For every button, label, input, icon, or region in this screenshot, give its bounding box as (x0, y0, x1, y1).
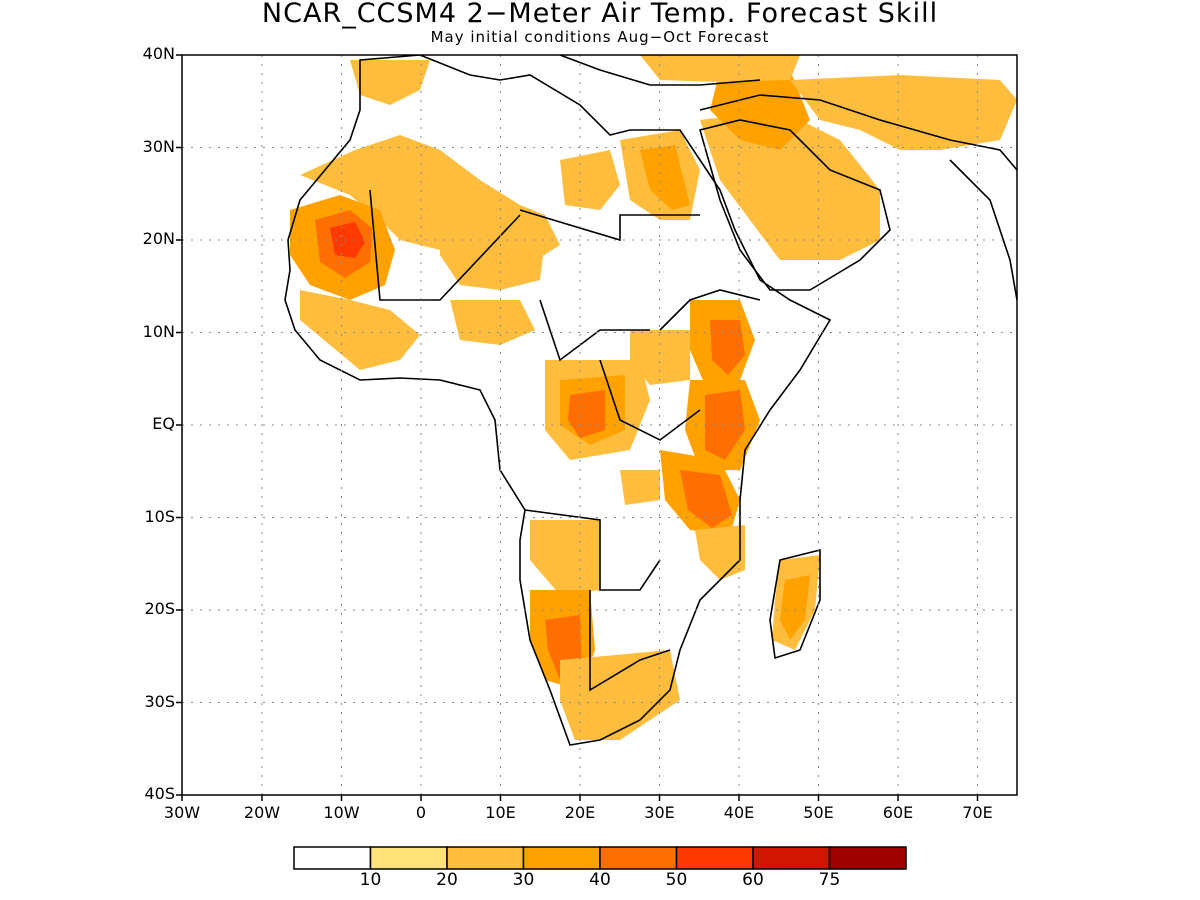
lon-label-10e: 10E (485, 803, 516, 822)
colorbar-label-20: 20 (436, 870, 458, 890)
lat-label-30s: 30S (144, 692, 175, 711)
colorbar-swatch-7 (828, 846, 907, 870)
skill-region-egypt (640, 145, 690, 210)
lon-label-70e: 70E (962, 803, 993, 822)
skill-region-central-sahara (560, 150, 620, 210)
skill-region-iraq (710, 70, 810, 150)
skill-region-sahel-west (300, 290, 420, 370)
border-5 (524, 509, 661, 591)
gridlines (182, 55, 1017, 795)
europe-coast (559, 55, 761, 86)
colorbar-swatch-0 (293, 846, 372, 870)
colorbar-label-50: 50 (665, 870, 688, 890)
india-coast (949, 159, 1017, 301)
skill-region-zambia (620, 470, 660, 505)
lat-label-40s: 40S (144, 784, 175, 803)
skill-region-ethiopia-core (710, 320, 745, 375)
skill-region-mauritania-peak (330, 222, 365, 258)
colorbar-swatch-5 (675, 846, 754, 870)
colorbar-swatch-6 (752, 846, 831, 870)
colorbar-swatch-2 (446, 846, 525, 870)
colorbar-label-40: 40 (589, 870, 611, 890)
colorbar-swatch-1 (369, 846, 448, 870)
lon-label-20e: 20E (564, 803, 596, 822)
lat-label-20n: 20N (142, 229, 175, 248)
border-2 (519, 209, 700, 242)
border-7 (659, 289, 761, 331)
skill-region-nigeria (450, 300, 535, 345)
border-6 (589, 590, 671, 692)
colorbar-swatch-4 (599, 846, 678, 870)
skill-region-iran (790, 75, 1017, 150)
lat-label-20s: 20S (144, 599, 175, 618)
colorbar (293, 846, 907, 870)
colorbar-label-10: 10 (359, 870, 382, 890)
lon-label-60e: 60E (882, 803, 914, 822)
skill-region-mediterranean (350, 60, 430, 105)
skill-shading (290, 55, 1017, 740)
arabia-coastline (699, 119, 891, 291)
skill-region-north-edge (640, 55, 800, 82)
skill-region-arabia (700, 110, 880, 260)
lat-label-40n: 40N (142, 44, 175, 63)
map-title: NCAR_CCSM4 2−Meter Air Temp. Forecast Sk… (261, 0, 939, 29)
lat-label-10n: 10N (142, 322, 175, 341)
skill-region-angola (530, 520, 600, 595)
colorbar-label-30: 30 (512, 870, 535, 890)
lon-label-40e: 40E (723, 803, 755, 822)
lat-label-30n: 30N (142, 137, 175, 156)
border-1 (369, 189, 521, 301)
border-4 (599, 359, 701, 441)
skill-region-sahel-east (440, 215, 545, 290)
skill-region-south-sudan (630, 330, 690, 385)
colorbar-swatch-3 (522, 846, 601, 870)
skill-region-madagascar-core (780, 575, 810, 640)
skill-region-south-africa (560, 650, 680, 740)
map-subtitle: May initial conditions Aug−Oct Forecast (430, 28, 770, 46)
middle-east-coast (699, 94, 1017, 171)
lon-label-30w: 30W (163, 803, 201, 822)
lon-label-10w: 10W (323, 803, 360, 822)
lon-label-20w: 20W (243, 803, 281, 822)
skill-region-kenya-core (705, 390, 745, 460)
colorbar-label-75: 75 (818, 870, 841, 890)
lon-label-0: 0 (415, 803, 427, 822)
colorbar-label-60: 60 (742, 870, 764, 890)
skill-region-congo-core (568, 390, 605, 438)
madagascar-coastline (769, 548, 821, 660)
axis-ticks (176, 54, 979, 801)
africa-coastline (284, 55, 832, 746)
lat-label-eq: EQ (152, 414, 175, 433)
skill-region-mozambique (695, 525, 745, 580)
skill-region-tanzania-core (680, 470, 732, 528)
lon-label-30e: 30E (644, 803, 675, 822)
lon-label-50e: 50E (803, 803, 834, 822)
lat-label-10s: 10S (144, 507, 175, 526)
